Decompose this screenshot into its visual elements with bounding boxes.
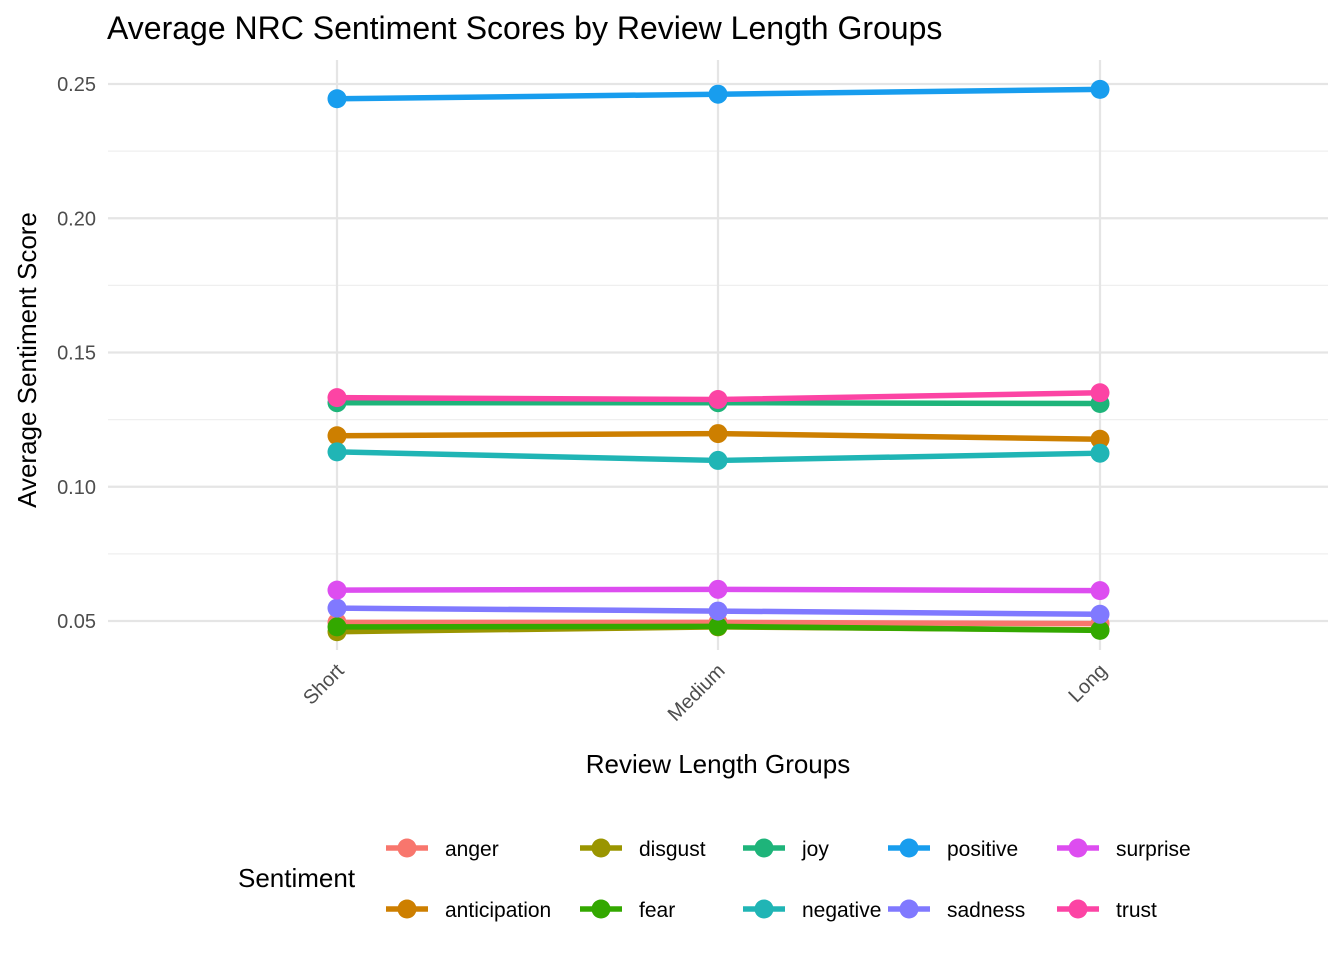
series-sadness — [327, 598, 1110, 624]
legend-label: anticipation — [445, 899, 551, 922]
data-point — [708, 450, 728, 470]
y-axis-title: Average Sentiment Score — [12, 212, 42, 508]
legend-key-point — [591, 899, 611, 919]
legend-item-surprise: surprise — [1057, 838, 1191, 861]
data-point — [708, 84, 728, 104]
legend: anger anticipation disgust fear joy negative p… — [386, 838, 1191, 922]
x-axis-ticks: Short Medium Long — [299, 660, 1111, 726]
x-tick-label: Short — [299, 660, 349, 710]
series-trust — [327, 383, 1110, 409]
legend-item-anticipation: anticipation — [386, 899, 551, 922]
series-negative — [327, 442, 1110, 470]
data-point — [708, 424, 728, 444]
legend-title: Sentiment — [238, 863, 356, 893]
x-tick-label: Long — [1065, 660, 1112, 707]
data-point — [708, 389, 728, 409]
legend-item-disgust: disgust — [580, 838, 706, 861]
legend-item-negative: negative — [743, 899, 881, 922]
data-point — [327, 89, 347, 109]
y-tick-label: 0.25 — [57, 74, 96, 96]
legend-key-point — [397, 838, 417, 858]
series-fear — [327, 616, 1110, 640]
legend-key-point — [1068, 838, 1088, 858]
data-point — [327, 388, 347, 408]
legend-label: negative — [802, 899, 881, 922]
legend-key-point — [397, 899, 417, 919]
legend-label: sadness — [947, 899, 1025, 922]
legend-label: disgust — [639, 838, 706, 861]
legend-key-point — [899, 899, 919, 919]
data-point — [327, 442, 347, 462]
data-point — [1090, 581, 1110, 601]
series-anticipation — [327, 424, 1110, 449]
series-group — [327, 79, 1110, 642]
legend-label: anger — [445, 838, 499, 861]
data-point — [1090, 620, 1110, 640]
legend-item-joy: joy — [743, 838, 829, 861]
x-axis-title: Review Length Groups — [586, 749, 850, 779]
grid — [108, 60, 1328, 650]
data-point — [327, 617, 347, 637]
data-point — [327, 426, 347, 446]
legend-key-point — [1068, 899, 1088, 919]
legend-label: fear — [639, 899, 675, 922]
y-tick-label: 0.05 — [57, 611, 96, 633]
legend-item-sadness: sadness — [888, 899, 1025, 922]
legend-label: trust — [1116, 899, 1157, 922]
y-tick-label: 0.10 — [57, 477, 96, 499]
x-tick-label: Medium — [664, 660, 730, 726]
legend-item-fear: fear — [580, 899, 675, 922]
series-surprise — [327, 579, 1110, 601]
data-point — [1090, 429, 1110, 449]
y-tick-label: 0.20 — [57, 208, 96, 230]
legend-key-point — [899, 838, 919, 858]
data-point — [1090, 79, 1110, 99]
data-point — [1090, 604, 1110, 624]
legend-key-point — [754, 838, 774, 858]
legend-label: joy — [801, 838, 829, 861]
legend-label: surprise — [1116, 838, 1191, 861]
data-point — [327, 580, 347, 600]
data-point — [327, 598, 347, 618]
legend-item-positive: positive — [888, 838, 1018, 861]
legend-label: positive — [947, 838, 1018, 861]
data-point — [708, 616, 728, 636]
legend-item-trust: trust — [1057, 899, 1157, 922]
data-point — [1090, 443, 1110, 463]
y-axis-ticks: 0.05 0.10 0.15 0.20 0.25 — [57, 74, 96, 633]
y-tick-label: 0.15 — [57, 343, 96, 365]
legend-item-anger: anger — [386, 838, 499, 861]
legend-key-point — [754, 899, 774, 919]
data-point — [708, 579, 728, 599]
data-point — [708, 601, 728, 621]
legend-key-point — [591, 838, 611, 858]
series-positive — [327, 79, 1110, 109]
chart-title: Average NRC Sentiment Scores by Review L… — [107, 10, 942, 46]
data-point — [1090, 383, 1110, 403]
